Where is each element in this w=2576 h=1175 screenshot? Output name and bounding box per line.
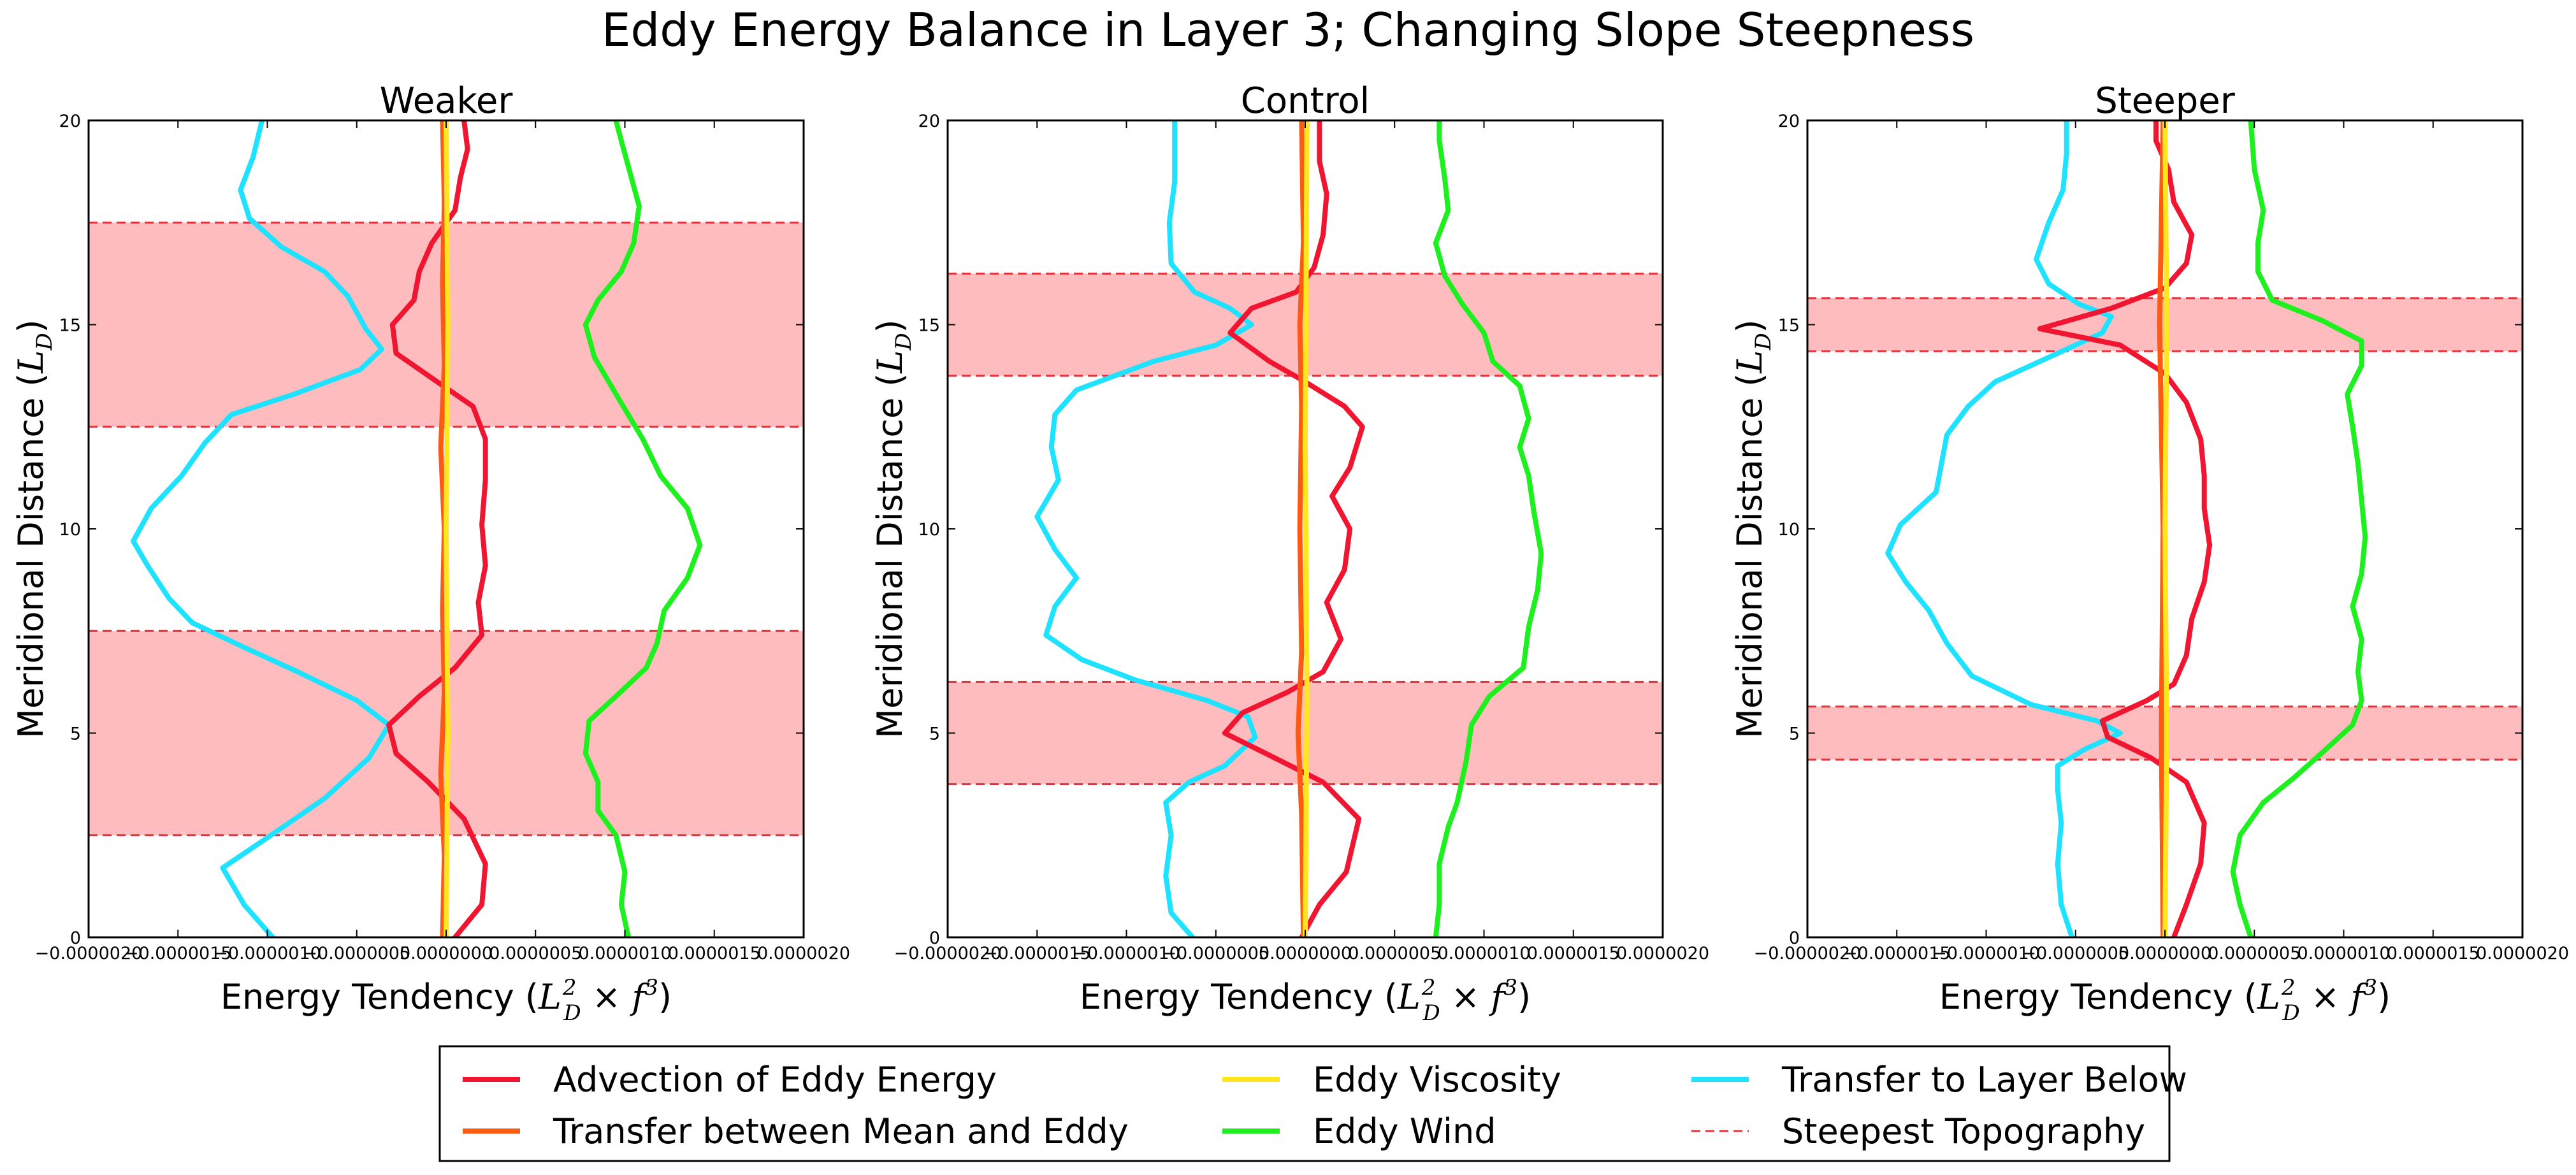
x-tick-label: 0.0000005 (1348, 944, 1441, 963)
x-tick-label: 0.0000020 (2476, 944, 2569, 963)
legend-item-wind: Eddy Wind (1222, 1111, 1496, 1151)
panel-title: Steeper (2095, 80, 2235, 122)
y-tick-label: 15 (918, 316, 940, 336)
y-tick-label: 15 (59, 316, 81, 336)
y-tick-label: 5 (1789, 724, 1800, 744)
series-line-wind (1433, 120, 1544, 937)
x-tick-label: 0.0000005 (2208, 944, 2301, 963)
legend-item-advection: Advection of Eddy Energy (463, 1060, 997, 1100)
legend-item-topography_line: Steepest Topography (1691, 1111, 2145, 1151)
y-tick-label: 10 (59, 520, 81, 540)
legend-label: Advection of Eddy Energy (553, 1060, 997, 1100)
legend-item-transfer_mean_eddy: Transfer between Mean and Eddy (463, 1111, 1129, 1151)
x-tick-label: 0.0000015 (1527, 944, 1620, 963)
x-tick-label: −0.0000015 (124, 944, 232, 963)
legend: Advection of Eddy Energy Transfer between… (438, 1045, 2187, 1162)
x-tick-label: −0.0000010 (1073, 944, 1180, 963)
x-tick-label: 0.0000000 (400, 944, 493, 963)
legend-item-viscosity: Eddy Viscosity (1222, 1060, 1561, 1100)
y-tick-label: 10 (918, 520, 940, 540)
series-line-transfer_below (1885, 120, 2123, 937)
x-tick-label: −0.0000005 (2022, 944, 2129, 963)
x-tick-label: −0.0000020 (1754, 944, 1862, 963)
y-tick-label: 0 (70, 928, 81, 948)
x-tick-label: −0.0000005 (303, 944, 410, 963)
panel-weaker: −0.0000020−0.0000015−0.0000010−0.0000005… (11, 80, 850, 1026)
x-tick-label: 0.0000010 (2297, 944, 2390, 963)
legend-item-transfer_below: Transfer to Layer Below (1691, 1060, 2187, 1100)
panel-control: −0.0000020−0.0000015−0.0000010−0.0000005… (870, 80, 1709, 1026)
legend-label: Transfer to Layer Below (1781, 1060, 2187, 1100)
series-line-advection (2037, 120, 2213, 937)
x-tick-label: −0.0000020 (894, 944, 1002, 963)
x-tick-label: 0.0000020 (1616, 944, 1709, 963)
y-tick-label: 20 (918, 112, 940, 131)
x-tick-label: −0.0000005 (1162, 944, 1270, 963)
x-tick-label: −0.0000020 (35, 944, 143, 963)
y-axis-label: Meridional Distance (LD) (11, 319, 57, 738)
series-line-transfer_mean_eddy (1295, 120, 1306, 937)
y-tick-label: 20 (1778, 112, 1800, 131)
legend-label: Transfer between Mean and Eddy (553, 1111, 1129, 1151)
x-tick-label: 0.0000000 (1259, 944, 1352, 963)
series-line-viscosity (1303, 120, 1310, 937)
series-line-advection (386, 120, 488, 937)
panel-steeper: −0.0000020−0.0000015−0.0000010−0.0000005… (1730, 80, 2569, 1026)
x-tick-label: 0.0000005 (489, 944, 582, 963)
y-tick-label: 15 (1778, 316, 1800, 336)
series-line-transfer_below (1034, 120, 1258, 937)
y-axis-label: Meridional Distance (LD) (1730, 319, 1776, 738)
y-axis-label: Meridional Distance (LD) (870, 319, 916, 738)
legend-label: Eddy Wind (1313, 1111, 1496, 1151)
x-axis-label: Energy Tendency (L2 D × f3) (1080, 975, 1531, 1026)
x-tick-label: −0.0000015 (1843, 944, 1951, 963)
y-tick-label: 10 (1778, 520, 1800, 540)
panel-title: Weaker (380, 80, 514, 122)
x-tick-label: 0.0000010 (578, 944, 671, 963)
series-line-transfer_below (131, 120, 392, 937)
x-tick-label: 0.0000000 (2118, 944, 2211, 963)
figure-title: Eddy Energy Balance in Layer 3; Changing… (602, 3, 1974, 57)
series-line-viscosity (2162, 120, 2169, 937)
legend-label: Steepest Topography (1782, 1111, 2145, 1151)
x-tick-label: −0.0000010 (213, 944, 321, 963)
y-tick-label: 5 (70, 724, 81, 744)
panels: −0.0000020−0.0000015−0.0000010−0.0000005… (11, 80, 2569, 1026)
series-line-viscosity (444, 120, 451, 937)
x-tick-label: 0.0000015 (668, 944, 761, 963)
legend-frame (438, 1045, 2171, 1162)
x-tick-label: −0.0000010 (1932, 944, 2040, 963)
series-line-advection (1222, 120, 1365, 937)
x-tick-label: 0.0000015 (2387, 944, 2480, 963)
x-tick-label: 0.0000010 (1437, 944, 1530, 963)
x-axis-label: Energy Tendency (L2 D × f3) (221, 975, 672, 1026)
legend-label: Eddy Viscosity (1313, 1060, 1561, 1100)
x-tick-label: −0.0000015 (983, 944, 1091, 963)
y-tick-label: 20 (59, 112, 81, 131)
series-line-wind (582, 120, 703, 937)
series-line-wind (2230, 120, 2368, 937)
x-axis-label: Energy Tendency (L2 D × f3) (1939, 975, 2391, 1026)
panel-title: Control (1241, 80, 1370, 122)
x-tick-label: 0.0000020 (757, 944, 850, 963)
y-tick-label: 5 (929, 724, 940, 744)
y-tick-label: 0 (1789, 928, 1800, 948)
y-tick-label: 0 (929, 928, 940, 948)
